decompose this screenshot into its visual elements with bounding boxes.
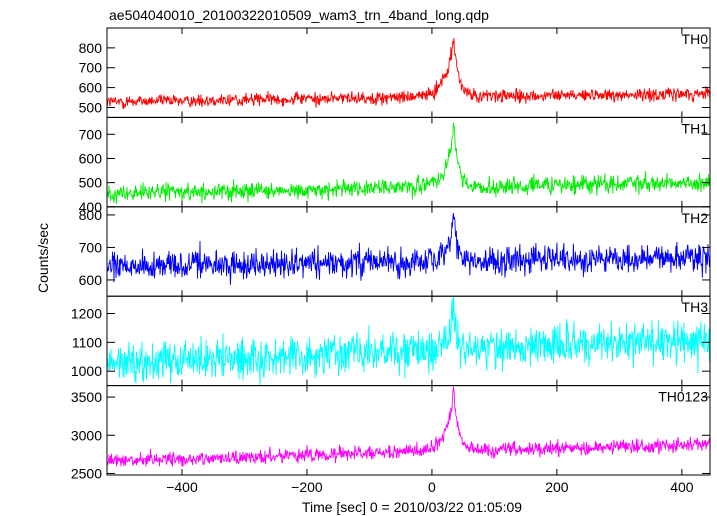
panel-frame-th0123	[106, 385, 711, 476]
y-tick-label-th0123: 2500	[71, 465, 102, 481]
panel-label-th2: TH2	[682, 210, 709, 226]
x-tick-label: 200	[545, 479, 569, 495]
panel-label-th3: TH3	[682, 299, 709, 315]
panels-group: TH0 500 600 700 800 TH1 400 500 600 700 TH2 600 700 8…	[71, 27, 711, 495]
y-tick-label-th2: 800	[79, 207, 103, 223]
y-tick-label-th1: 700	[79, 126, 103, 142]
y-tick-label-th2: 700	[79, 239, 103, 255]
x-tick-label: −400	[166, 479, 198, 495]
series-line-th0123	[107, 386, 710, 467]
series-line-th3	[107, 296, 710, 386]
y-tick-label-th0123: 3000	[71, 427, 102, 443]
y-tick-label-th3: 1000	[71, 363, 102, 379]
y-tick-label-th1: 400	[79, 199, 103, 215]
series-line-th1	[107, 122, 710, 204]
y-tick-label-th0: 500	[79, 99, 103, 115]
x-tick-label: 400	[670, 479, 694, 495]
panel-label-th0123: TH0123	[658, 389, 708, 405]
y-tick-label-th0: 600	[79, 80, 103, 96]
panel-label-th0: TH0	[682, 31, 709, 47]
x-axis-label: Time [sec] 0 = 2010/03/22 01:05:09	[302, 499, 522, 515]
y-tick-label-th3: 1100	[72, 334, 102, 350]
y-axis-label: Counts/sec	[35, 223, 51, 293]
panel-frame-th2	[106, 206, 711, 297]
y-tick-label-th3: 1200	[71, 306, 102, 322]
y-tick-label-th0123: 3500	[71, 389, 102, 405]
y-tick-label-th0: 700	[79, 60, 103, 76]
y-tick-label-th0: 800	[79, 40, 103, 56]
chart-title: ae504040010_20100322010509_wam3_trn_4ban…	[109, 7, 489, 23]
panel-frame-th0	[106, 27, 711, 118]
series-line-th0	[107, 37, 710, 110]
series-line-th2	[107, 212, 710, 285]
x-tick-label: −200	[291, 479, 323, 495]
y-tick-label-th1: 500	[79, 175, 103, 191]
panel-label-th1: TH1	[682, 120, 709, 136]
y-tick-label-th2: 600	[79, 272, 103, 288]
y-tick-label-th1: 600	[79, 150, 103, 166]
x-tick-label: 0	[428, 479, 436, 495]
